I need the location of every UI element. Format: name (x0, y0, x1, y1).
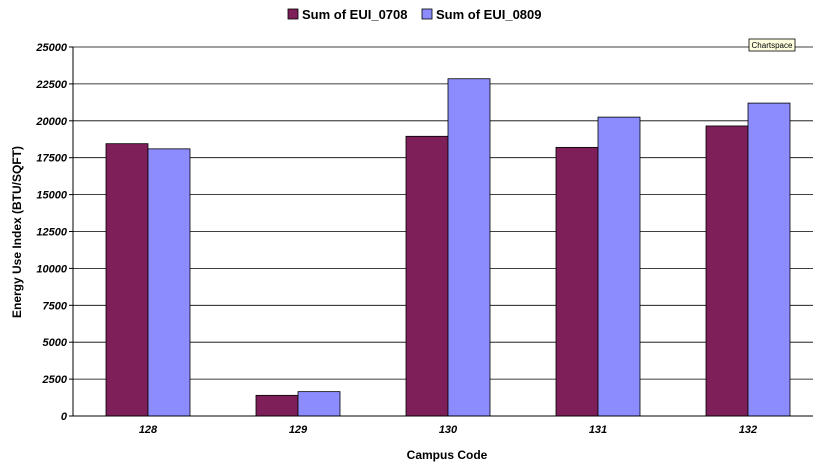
bar-129-series-0 (255, 394, 299, 417)
bar-129-series-1 (297, 391, 341, 417)
y-tick-label: 10000 (36, 263, 67, 275)
x-tick-label: 132 (739, 424, 757, 436)
legend-label-series-1: Sum of EUI_0809 (436, 7, 542, 22)
y-tick-label: 17500 (36, 153, 67, 165)
y-tick-label: 7500 (43, 300, 68, 312)
x-tick-label: 131 (589, 424, 607, 436)
x-tick-label: 128 (139, 424, 158, 436)
bar-128-series-1 (147, 148, 191, 417)
bar-132-series-1 (747, 102, 791, 417)
bar-130-series-0 (405, 135, 449, 417)
y-tick-label: 25000 (35, 42, 67, 54)
chartspace-badge-label: Chartspace (752, 41, 793, 50)
y-tick-label: 5000 (43, 337, 68, 349)
y-tick-label: 0 (61, 411, 68, 423)
bar-131-series-1 (597, 116, 641, 417)
bar-132-series-0 (705, 125, 749, 417)
y-tick-label: 12500 (36, 227, 67, 239)
bar-128-series-0 (105, 143, 149, 417)
legend-label-series-0: Sum of EUI_0708 (302, 7, 408, 22)
y-tick-label: 2500 (42, 374, 68, 386)
x-axis-title: Campus Code (407, 448, 488, 462)
x-tick-label: 129 (289, 424, 308, 436)
y-tick-label: 22500 (35, 79, 67, 91)
y-tick-label: 20000 (35, 116, 67, 128)
chartspace-badge[interactable]: Chartspace (748, 38, 796, 52)
bar-130-series-1 (447, 78, 491, 417)
y-tick-label: 15000 (36, 190, 67, 202)
plot-area: 0 2500 5000 7500 10000 12500 15000 17500 20000 22… (35, 42, 813, 436)
x-tick-label: 130 (439, 424, 458, 436)
bar-131-series-0 (555, 146, 599, 417)
legend-swatch-series-0 (287, 8, 299, 20)
y-axis-title: Energy Use Index (BTU/SQFT) (10, 146, 24, 318)
legend: Sum of EUI_0708 Sum of EUI_0809 (287, 7, 542, 22)
legend-swatch-series-1 (421, 8, 433, 20)
